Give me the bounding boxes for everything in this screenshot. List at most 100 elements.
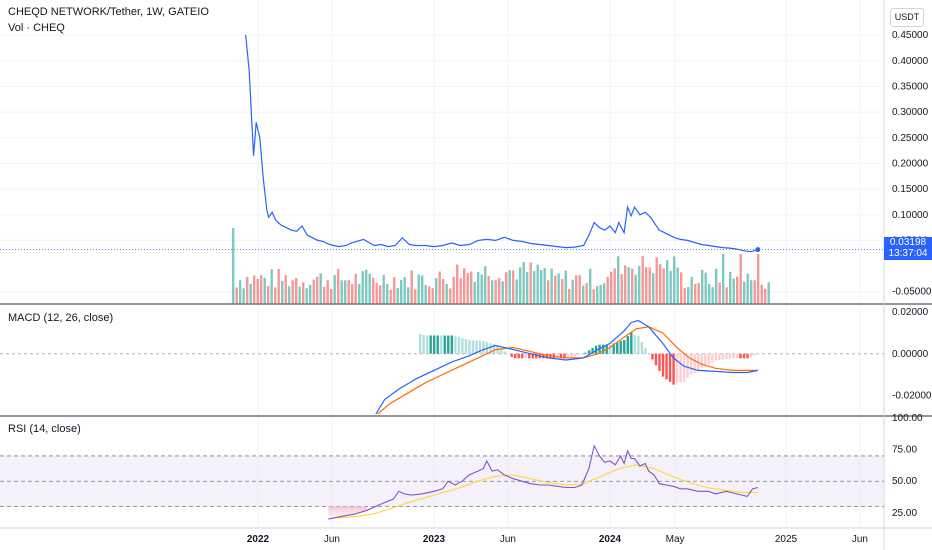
rsi-ma-line (337, 464, 758, 519)
volume-bar (505, 272, 508, 304)
macd-histogram-bar (623, 340, 626, 354)
rsi-line (328, 444, 758, 520)
volume-bar (564, 270, 567, 304)
rsi-tick-label: 25.00 (892, 508, 917, 519)
volume-bar (232, 228, 235, 304)
volume-label: Vol · CHEQ (8, 22, 65, 34)
volume-bar (680, 272, 683, 304)
x-tick-label: May (666, 534, 685, 545)
macd-histogram-bar (545, 353, 549, 359)
volume-bar (365, 269, 368, 304)
volume-bar (491, 280, 494, 304)
volume-bar (526, 271, 529, 304)
x-tick-label: 2025 (775, 534, 798, 545)
macd-histogram-bar (440, 335, 443, 354)
volume-bar (729, 271, 732, 304)
macd-histogram-bar (584, 352, 587, 354)
volume-bar (424, 284, 427, 304)
volume-bar (736, 276, 739, 304)
volume-bar (764, 288, 767, 304)
macd-histogram-bar (513, 353, 517, 359)
volume-bar (550, 268, 553, 304)
macd-line (375, 319, 758, 415)
volume-bar (487, 276, 490, 304)
volume-bar (347, 280, 350, 304)
macd-histogram-bar (482, 340, 485, 354)
volume-bar (540, 270, 543, 304)
macd-histogram-bar (556, 353, 559, 359)
macd-histogram-bar (468, 340, 471, 354)
volume-bar (578, 275, 581, 304)
macd-histogram-bar (707, 353, 710, 365)
macd-histogram-bar (682, 353, 686, 382)
volume-bar (627, 267, 630, 304)
macd-histogram-bar (478, 340, 482, 354)
volume-bar (267, 286, 270, 304)
macd-histogram-bar (672, 353, 675, 385)
x-tick-label: 2024 (599, 534, 622, 545)
volume-bar (596, 285, 599, 304)
volume-bar (613, 268, 616, 304)
macd-histogram-bar (686, 353, 689, 378)
volume-bar (620, 274, 623, 304)
macd-histogram-bar (633, 335, 637, 354)
macd-histogram-bar (489, 343, 492, 354)
volume-bar (354, 273, 357, 304)
volume-bar (253, 275, 256, 304)
price-tick-label: 0.10000 (892, 210, 929, 221)
volume-bar (260, 275, 263, 304)
currency-selector[interactable]: USDT (890, 8, 924, 27)
volume-bar (582, 285, 585, 304)
volume-bar (743, 281, 746, 304)
volume-bar (470, 271, 473, 304)
macd-histogram-bar (714, 353, 717, 361)
volume-bar (753, 280, 756, 304)
volume-bar (239, 280, 242, 304)
volume-bar (515, 279, 518, 304)
symbol-title: CHEQD NETWORK/Tether, 1W, GATEIO (8, 6, 209, 18)
volume-bar (417, 274, 420, 304)
volume-bar (431, 288, 434, 304)
rsi-oversold-fill (328, 506, 368, 520)
price-tick-label: 0.20000 (892, 158, 929, 169)
macd-histogram-bar (619, 341, 622, 354)
volume-bar (561, 278, 564, 304)
macd-histogram-bar (429, 335, 432, 354)
macd-histogram-bar (601, 344, 605, 354)
macd-histogram-bar (464, 339, 468, 354)
volume-bar (340, 280, 343, 304)
macd-histogram-bar (418, 334, 422, 354)
x-tick-label: 2023 (423, 534, 446, 545)
volume-bar (274, 287, 277, 304)
macd-histogram-bar (443, 335, 446, 354)
macd-histogram-bar (644, 347, 647, 354)
volume-bar (277, 268, 280, 304)
volume-bar (603, 283, 606, 304)
volume-bar (519, 267, 522, 304)
macd-histogram-bar (475, 340, 478, 354)
volume-bar (659, 264, 662, 304)
x-tick-label: Jun (324, 534, 340, 545)
macd-histogram-bar (535, 353, 538, 359)
volume-bar (288, 286, 291, 304)
last-price-label: 0.03198 (884, 237, 932, 248)
volume-bar (557, 273, 560, 304)
macd-tick-label: -0.02000 (892, 390, 932, 401)
volume-bar (683, 288, 686, 304)
volume-bar (281, 280, 284, 304)
volume-bar (554, 275, 557, 304)
volume-bar (708, 283, 711, 304)
volume-bar (442, 279, 445, 304)
volume-bar (536, 264, 539, 304)
macd-histogram-bar (531, 353, 534, 359)
volume-bar (631, 268, 634, 304)
volume-bar (309, 284, 312, 304)
macd-histogram-bar (661, 353, 665, 377)
volume-bar (456, 264, 459, 304)
macd-histogram-bar (450, 335, 453, 354)
volume-bar (711, 287, 714, 304)
macd-histogram-bar (594, 345, 598, 354)
volume-bar (463, 268, 466, 304)
volume-bar (319, 273, 322, 304)
